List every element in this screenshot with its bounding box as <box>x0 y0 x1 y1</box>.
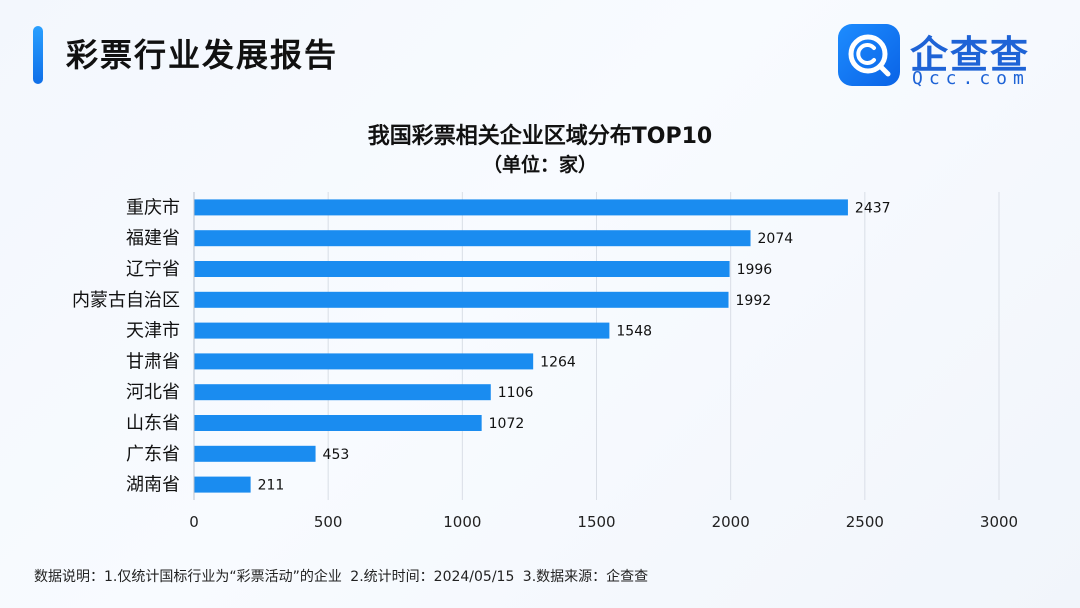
category-label: 重庆市 <box>126 197 180 218</box>
bar <box>194 415 482 431</box>
qcc-logo-icon <box>838 24 900 86</box>
value-label: 453 <box>323 447 350 463</box>
logo-name: 企查查 <box>910 33 1031 77</box>
bar <box>194 353 534 370</box>
value-label: 1996 <box>737 262 773 278</box>
category-label: 广东省 <box>126 444 180 465</box>
value-label: 1106 <box>498 385 534 401</box>
brand-logo: 企查查 Qcc.com <box>838 24 1048 90</box>
title-accent-bar <box>33 26 43 84</box>
x-tick-label: 1000 <box>443 513 481 531</box>
category-label: 天津市 <box>126 321 180 342</box>
x-tick-label: 500 <box>314 513 343 531</box>
value-label: 211 <box>258 478 285 494</box>
category-label: 山东省 <box>126 413 180 434</box>
logo-subtitle: Qcc.com <box>912 68 1030 89</box>
chart-title: 我国彩票相关企业区域分布TOP10 <box>367 124 713 149</box>
footnote: 数据说明：1.仅统计国标行业为“彩票活动”的企业 2.统计时间：2024/05/… <box>34 569 649 585</box>
report-title: 彩票行业发展报告 <box>66 36 339 74</box>
category-label: 甘肃省 <box>126 351 180 372</box>
x-tick-label: 1500 <box>577 513 615 531</box>
x-tick-label: 3000 <box>980 513 1018 531</box>
bar <box>194 322 610 339</box>
bar <box>194 476 251 493</box>
x-tick-label: 0 <box>189 513 199 531</box>
bar <box>194 230 751 247</box>
value-label: 1264 <box>540 354 576 370</box>
category-label: 内蒙古自治区 <box>72 290 180 311</box>
x-tick-label: 2000 <box>712 513 750 531</box>
category-label: 辽宁省 <box>126 259 180 280</box>
value-label: 2437 <box>855 200 891 216</box>
value-label: 1992 <box>736 293 772 309</box>
value-label: 2074 <box>758 231 794 247</box>
bar <box>194 291 729 308</box>
chart-subtitle: （单位：家） <box>482 154 597 176</box>
bar <box>194 261 730 277</box>
value-label: 1548 <box>616 324 652 340</box>
x-tick-label: 2500 <box>846 513 884 531</box>
bar <box>194 445 316 462</box>
bar <box>194 199 848 216</box>
category-label: 湖南省 <box>126 475 180 496</box>
category-label: 福建省 <box>126 228 180 249</box>
category-label: 河北省 <box>126 382 180 403</box>
bar <box>194 384 491 401</box>
value-label: 1072 <box>489 416 525 432</box>
